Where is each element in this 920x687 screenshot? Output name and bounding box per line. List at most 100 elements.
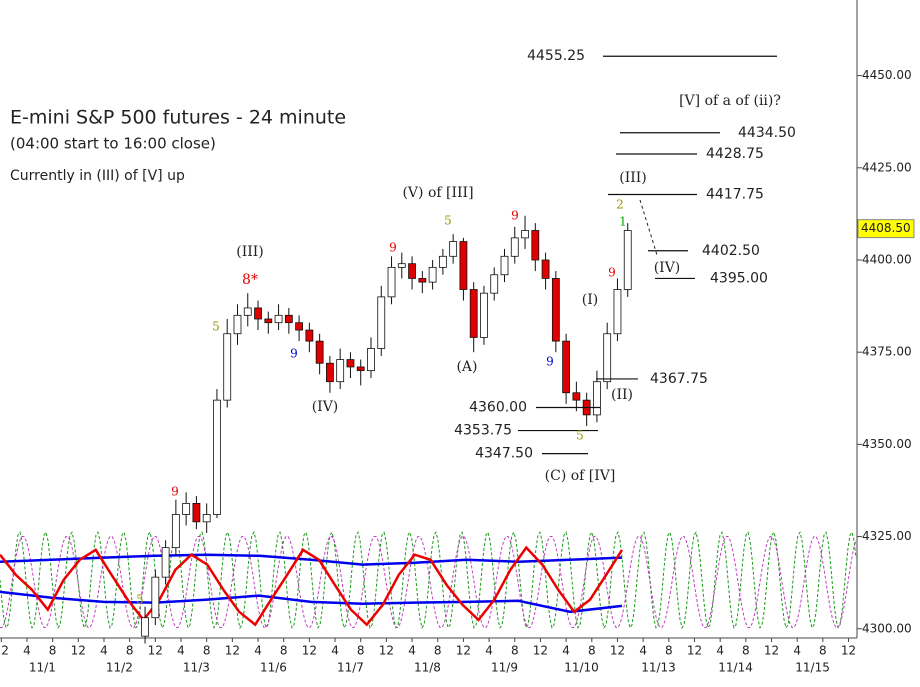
candle-body [264,318,273,324]
x-tick-label: 12 [379,644,394,658]
price-level-label: 4428.75 [706,146,764,162]
date-label: 11/2 [106,661,133,675]
date-label: 11/13 [641,661,676,675]
candle-body [438,255,447,268]
candle-body [182,502,191,515]
candle-body [428,266,437,283]
candle-body [284,314,293,324]
wave-count: 9 [608,266,616,280]
candle-body [243,307,252,316]
x-tick-label: 12 [841,644,856,658]
wave-label: (I) [582,292,598,308]
candle-body [305,329,314,342]
candle-body [315,340,324,364]
candle-body [480,292,488,338]
wave-count: 9 [389,241,397,255]
x-tick-label: 12 [533,644,548,658]
price-level-label: 4434.50 [738,125,796,141]
chart-note: Currently in (III) of [V] up [10,168,185,184]
last-price-label: 4408.50 [861,221,911,235]
candle-body [521,230,529,239]
x-tick-label: 8 [588,644,596,658]
candle-body [408,263,416,279]
wave-count: 5 [212,320,220,334]
price-level-label: 4360.00 [469,400,527,416]
date-label: 11/14 [718,661,753,675]
x-tick-label: 12 [148,644,163,658]
x-tick-label: 8 [49,644,57,658]
candle-body [254,307,262,320]
candle-body [326,362,334,383]
candle-body [171,514,180,549]
candle-body [192,502,201,523]
last-price-box [857,219,915,239]
wave-label: (IV) [312,399,339,415]
x-tick-label: 8 [126,644,134,658]
wave-count: 9 [171,485,179,499]
date-label: 11/7 [337,661,364,675]
price-level-label: 4402.50 [702,243,760,259]
date-label: 11/10 [564,661,599,675]
wave-count: 9 [511,209,519,223]
date-label: 11/3 [183,661,210,675]
candle-body [274,314,283,324]
x-tick-label: 12 [764,644,779,658]
x-tick-label: 4 [254,644,262,658]
wave-label: (III) [236,244,264,260]
x-tick-label: 8 [665,644,673,658]
candle-body [356,366,365,372]
candle-body [603,333,612,383]
projection-line [639,199,658,256]
wave-count: 2 [616,198,624,212]
wave-label: (III) [619,170,647,186]
x-tick-label: 8 [357,644,365,658]
candle-body [613,289,622,335]
x-tick-label: 4 [562,644,570,658]
y-tick-label: 4350.00 [862,437,912,451]
x-tick-label: 4 [177,644,185,658]
wave-label: (II) [611,387,633,403]
y-tick-label: 4300.00 [862,621,912,635]
wave-count: 5 [576,429,584,443]
price-level-label: 4395.00 [710,270,768,286]
candle-body [367,348,375,372]
indicator-line [0,590,623,614]
x-tick-label: 4 [100,644,108,658]
date-label: 11/1 [29,661,56,675]
candle-body [510,237,519,257]
wave-count: 1 [619,215,627,229]
candle-body [151,576,160,619]
candle-body [469,289,478,338]
chart-title: E-mini S&P 500 futures - 24 minute [10,107,346,129]
wave-count: 5 [136,593,144,607]
x-tick-label: 12 [687,644,702,658]
candle-body [500,255,509,276]
x-tick-label: 8 [203,644,211,658]
x-tick-label: 12 [225,644,240,658]
chart-subtitle: (04:00 start to 16:00 close) [10,135,216,153]
x-tick-label: 4 [331,644,339,658]
price-level-label: 4417.75 [706,187,764,203]
x-tick-label: 12 [0,644,9,658]
candle-body [541,259,550,279]
date-label: 11/9 [491,661,518,675]
x-tick-label: 4 [408,644,416,658]
wave-label: 8* [242,272,258,288]
candle-body [449,241,458,257]
candle-body [387,266,396,298]
y-tick-label: 4375.00 [862,345,912,359]
candle-body [233,314,242,335]
cycle-wave [0,531,857,629]
indicator-line [0,545,624,627]
x-tick-label: 8 [819,644,827,658]
date-label: 11/8 [414,661,441,675]
wave-count: 5 [444,214,452,228]
candle-body [397,263,406,268]
candle-body [223,333,232,401]
candle-body [346,359,355,368]
cycle-wave [0,536,857,628]
x-tick-label: 12 [71,644,86,658]
x-tick-label: 4 [485,644,493,658]
candle-body [490,274,499,294]
